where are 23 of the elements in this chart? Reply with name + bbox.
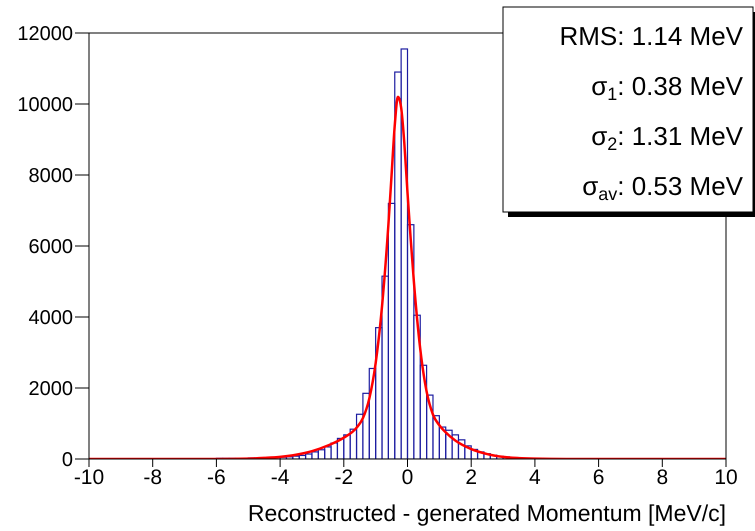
annotation: σ$_{1}$: 0.38 MeV — [591, 71, 744, 104]
y-tick-label: 4000 — [28, 307, 73, 330]
x-tick-label: -4 — [270, 466, 290, 489]
x-tick-label: 2 — [465, 466, 478, 489]
annotation: σ$_{av}$: 0.53 MeV — [582, 171, 744, 204]
y-tick-label: 2000 — [28, 378, 73, 400]
x-tick-label: 4 — [529, 466, 542, 489]
y-tick-label: 12000 — [17, 23, 73, 46]
annotation: σ$_{2}$: 1.31 MeV — [591, 121, 744, 154]
x-tick-label: -2 — [334, 466, 354, 489]
x-axis-title: Reconstructed - generated Momentum [MeV/c] — [248, 500, 726, 526]
x-tick-label: 8 — [656, 466, 668, 489]
y-tick-label: 10000 — [17, 94, 73, 116]
x-tick-label: 10 — [714, 466, 738, 489]
x-tick-label: -8 — [143, 466, 162, 489]
y-tick-label: 6000 — [28, 236, 73, 258]
x-tick-label: 0 — [402, 466, 414, 489]
y-tick-label: 0 — [62, 449, 73, 472]
y-tick-label: 8000 — [28, 165, 73, 188]
annotation: RMS: 1.14 MeV — [559, 21, 744, 51]
x-tick-label: -10 — [74, 466, 104, 489]
x-tick-label: -6 — [207, 466, 226, 489]
x-tick-label: 6 — [592, 466, 604, 489]
